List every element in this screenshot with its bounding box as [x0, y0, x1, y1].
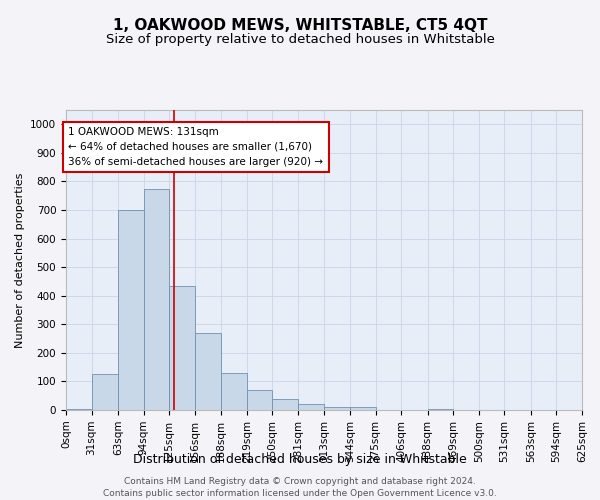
Text: 1, OAKWOOD MEWS, WHITSTABLE, CT5 4QT: 1, OAKWOOD MEWS, WHITSTABLE, CT5 4QT: [113, 18, 487, 32]
Text: Contains HM Land Registry data © Crown copyright and database right 2024.: Contains HM Land Registry data © Crown c…: [124, 478, 476, 486]
Bar: [221, 373, 247, 410]
Bar: [350, 407, 376, 410]
Bar: [169, 286, 195, 410]
Bar: [92, 374, 118, 410]
Bar: [143, 188, 169, 410]
Bar: [66, 408, 92, 410]
Text: 1 OAKWOOD MEWS: 131sqm
← 64% of detached houses are smaller (1,670)
36% of semi-: 1 OAKWOOD MEWS: 131sqm ← 64% of detached…: [68, 127, 323, 166]
Bar: [298, 404, 325, 410]
Bar: [428, 408, 453, 410]
Bar: [195, 333, 221, 410]
Y-axis label: Number of detached properties: Number of detached properties: [14, 172, 25, 348]
Text: Contains public sector information licensed under the Open Government Licence v3: Contains public sector information licen…: [103, 489, 497, 498]
Bar: [118, 210, 143, 410]
Bar: [325, 407, 350, 410]
Text: Distribution of detached houses by size in Whitstable: Distribution of detached houses by size …: [133, 452, 467, 466]
Bar: [247, 390, 272, 410]
Text: Size of property relative to detached houses in Whitstable: Size of property relative to detached ho…: [106, 32, 494, 46]
Bar: [272, 400, 298, 410]
